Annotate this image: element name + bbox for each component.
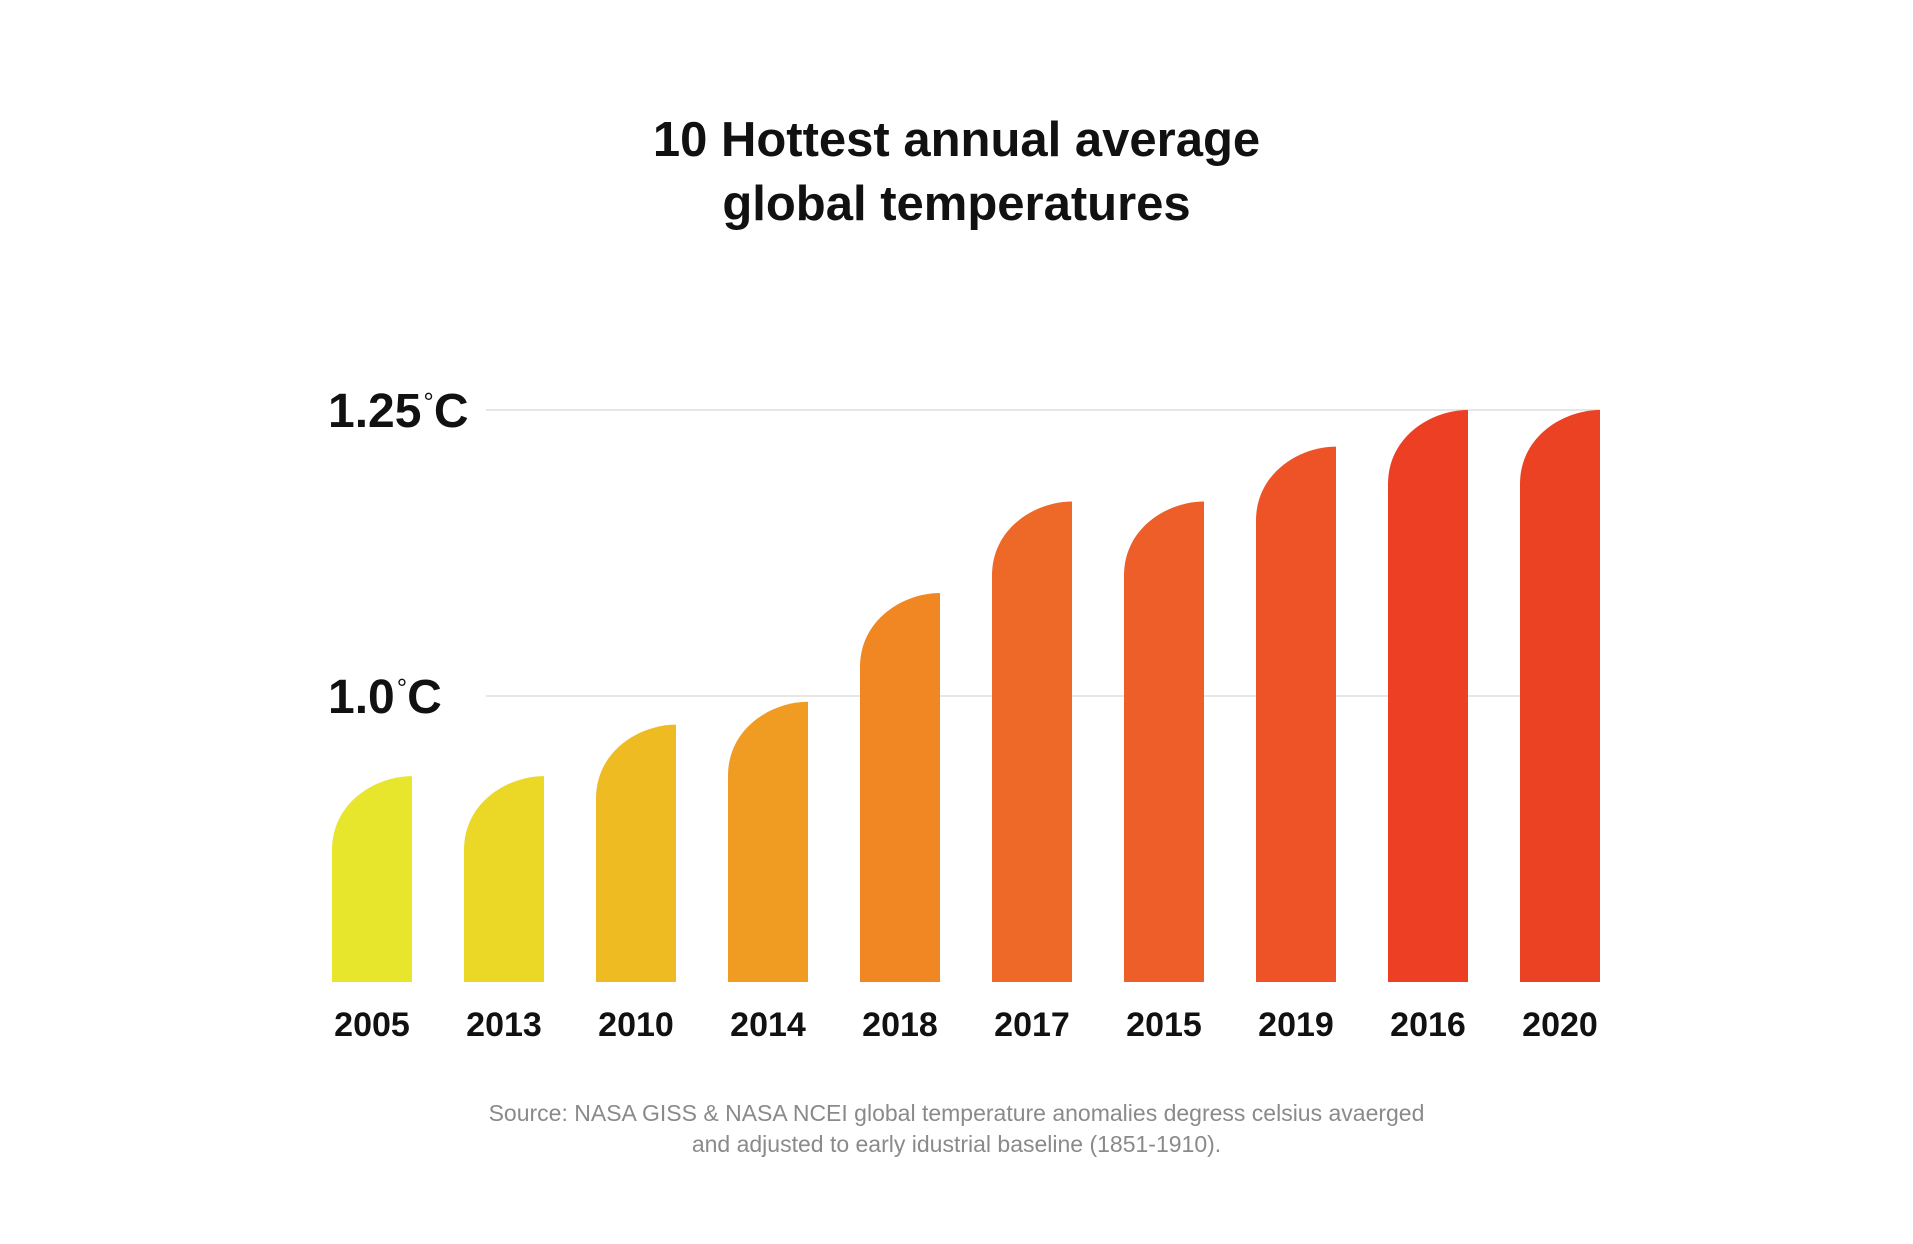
x-tick-label-2017: 2017 (994, 1006, 1070, 1044)
bar-2018 (860, 593, 940, 982)
chart-title-line-2: global temperatures (722, 177, 1191, 231)
x-tick-label-2010: 2010 (598, 1006, 674, 1044)
bar-2014 (728, 701, 808, 982)
bar-2019 (1256, 446, 1336, 982)
x-tick-label-2005: 2005 (334, 1006, 410, 1044)
x-axis-labels: 2005 2013 2010 2014 2018 2017 2015 2019 2016 2020 (334, 1006, 1598, 1044)
x-tick-label-2015: 2015 (1126, 1006, 1202, 1044)
source-note: Source: NASA GISS & NASA NCEI global tem… (0, 1098, 1913, 1160)
y-tick-label: 1.0°C (328, 671, 442, 724)
x-tick-label-2018: 2018 (862, 1006, 938, 1044)
chart-title-line-1: 10 Hottest annual average (652, 113, 1261, 167)
bar-2005 (332, 776, 412, 982)
bars (332, 410, 1600, 982)
bar-2020 (1520, 410, 1600, 982)
source-note-line-1: Source: NASA GISS & NASA NCEI global tem… (488, 1100, 1425, 1126)
x-tick-label-2014: 2014 (730, 1006, 806, 1044)
bar-2015 (1124, 501, 1204, 982)
bar-2016 (1388, 410, 1468, 982)
y-axis-ticks: 1.25°C 1.0°C (328, 385, 469, 724)
source-note-line-2: and adjusted to early idustrial baseline… (691, 1131, 1222, 1157)
bar-2017 (992, 501, 1072, 982)
x-tick-label-2013: 2013 (466, 1006, 542, 1044)
x-tick-label-2019: 2019 (1258, 1006, 1334, 1044)
y-tick-label: 1.25°C (328, 385, 469, 438)
chart-title: 10 Hottest annual average global tempera… (0, 108, 1913, 236)
bar-2010 (596, 724, 676, 982)
bar-2013 (464, 776, 544, 982)
x-tick-label-2020: 2020 (1522, 1006, 1598, 1044)
x-tick-label-2016: 2016 (1390, 1006, 1466, 1044)
